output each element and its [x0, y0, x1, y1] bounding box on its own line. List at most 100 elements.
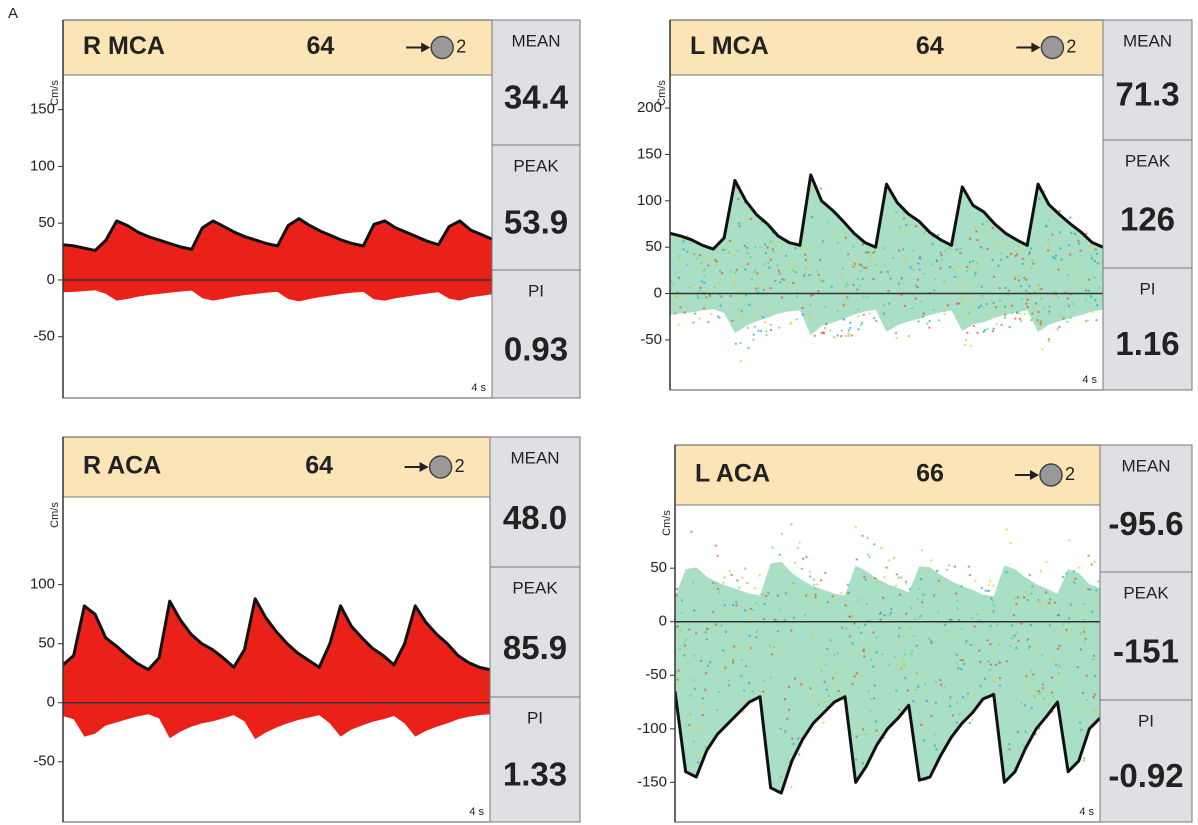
- spectrum-speckle: [1054, 601, 1056, 603]
- spectrum-speckle: [1052, 695, 1054, 697]
- spectrum-speckle: [917, 286, 919, 288]
- spectrum-speckle: [862, 762, 864, 764]
- spectrum-speckle: [973, 694, 975, 696]
- spectrum-speckle: [1090, 563, 1092, 565]
- units-label: Cm/s: [661, 510, 673, 536]
- spectrum-speckle: [1087, 588, 1089, 590]
- spectrum-speckle: [674, 296, 676, 298]
- spectrum-speckle: [712, 582, 714, 584]
- spectrum-speckle: [1026, 599, 1028, 601]
- spectrum-speckle: [1048, 602, 1050, 604]
- spectrum-speckle: [757, 330, 759, 332]
- spectrum-speckle: [749, 256, 751, 258]
- spectrum-speckle: [1059, 231, 1061, 233]
- spectrum-speckle: [788, 686, 790, 688]
- spectrum-speckle: [934, 278, 936, 280]
- spectrum-speckle: [1055, 254, 1057, 256]
- spectrum-speckle: [727, 679, 729, 681]
- spectrum-speckle: [891, 632, 893, 634]
- spectrum-speckle: [1024, 591, 1026, 593]
- spectrum-speckle: [866, 537, 868, 539]
- spectrum-speckle: [975, 230, 977, 232]
- spectrum-speckle: [716, 555, 718, 557]
- spectrum-speckle: [972, 260, 974, 262]
- spectrum-speckle: [1019, 318, 1021, 320]
- spectrum-speckle: [944, 283, 946, 285]
- spectrum-speckle: [836, 234, 838, 236]
- spectrum-speckle: [1074, 578, 1076, 580]
- spectrum-speckle: [759, 303, 761, 305]
- spectrum-speckle: [715, 264, 717, 266]
- spectrum-speckle: [993, 276, 995, 278]
- spectrum-speckle: [698, 752, 700, 754]
- spectrum-speckle: [701, 280, 703, 282]
- spectrum-speckle: [919, 268, 921, 270]
- spectrum-speckle: [779, 554, 781, 556]
- spectrum-speckle: [1045, 225, 1047, 227]
- spectrum-speckle: [1092, 658, 1094, 660]
- spectrum-speckle: [1080, 648, 1082, 650]
- spectrum-speckle: [764, 243, 766, 245]
- spectrum-speckle: [765, 595, 767, 597]
- spectrum-speckle: [971, 617, 973, 619]
- doppler-panel: R MCA 64 2-50050100150Cm/s4 sMEAN34.4PEAK5…: [30, 20, 580, 398]
- spectrum-speckle: [865, 266, 867, 268]
- spectrum-speckle: [783, 279, 785, 281]
- spectrum-speckle: [703, 256, 705, 258]
- spectrum-speckle: [686, 264, 688, 266]
- spectrum-speckle: [1030, 592, 1032, 594]
- spectrum-speckle: [779, 272, 781, 274]
- metric-label: PI: [528, 281, 544, 300]
- spectrum-speckle: [852, 266, 854, 268]
- spectrum-speckle: [1004, 314, 1006, 316]
- time-scale: 4 s: [471, 382, 486, 394]
- spectrum-speckle: [976, 262, 978, 264]
- spectrum-speckle: [876, 263, 878, 265]
- spectrum-speckle: [755, 287, 757, 289]
- spectrum-speckle: [766, 246, 768, 248]
- spectrum-speckle: [897, 577, 899, 579]
- spectrum-speckle: [930, 559, 932, 561]
- spectrum-speckle: [676, 679, 678, 681]
- spectrum-speckle: [770, 324, 772, 326]
- spectrum-speckle: [732, 657, 734, 659]
- spectrum-speckle: [997, 265, 999, 267]
- spectrum-speckle: [976, 613, 978, 615]
- spectrum-speckle: [802, 726, 804, 728]
- spectrum-speckle: [734, 280, 736, 282]
- spectrum-speckle: [675, 238, 677, 240]
- spectrum-speckle: [1062, 623, 1064, 625]
- spectrum-speckle: [872, 252, 874, 254]
- spectrum-speckle: [698, 290, 700, 292]
- spectrum-speckle: [986, 220, 988, 222]
- spectrum-speckle: [837, 682, 839, 684]
- spectrum-speckle: [718, 691, 720, 693]
- y-tick-label: -50: [33, 753, 55, 770]
- spectrum-speckle: [689, 695, 691, 697]
- spectrum-speckle: [762, 593, 764, 595]
- vessel-name: L ACA: [695, 460, 770, 488]
- spectrum-speckle: [832, 595, 834, 597]
- spectrum-speckle: [1025, 278, 1027, 280]
- spectrum-speckle: [725, 246, 727, 248]
- spectrum-speckle: [779, 281, 781, 283]
- spectrum-speckle: [674, 313, 676, 315]
- spectrum-speckle: [696, 294, 698, 296]
- spectrum-speckle: [882, 597, 884, 599]
- y-tick-label: 50: [38, 635, 55, 652]
- spectrum-speckle: [958, 302, 960, 304]
- spectrum-speckle: [683, 654, 685, 656]
- spectrum-speckle: [717, 588, 719, 590]
- spectrum-speckle: [1018, 274, 1020, 276]
- spectrum-speckle: [840, 335, 842, 337]
- spectrum-speckle: [688, 628, 690, 630]
- time-scale: 4 s: [1082, 374, 1097, 386]
- spectrum-speckle: [1020, 623, 1022, 625]
- spectrum-speckle: [1057, 682, 1059, 684]
- spectrum-speckle: [922, 594, 924, 596]
- spectrum-speckle: [709, 295, 711, 297]
- spectrum-speckle: [1030, 624, 1032, 626]
- y-tick-label: 100: [637, 192, 662, 209]
- spectrum-speckle: [835, 249, 837, 251]
- spectrum-speckle: [1009, 542, 1011, 544]
